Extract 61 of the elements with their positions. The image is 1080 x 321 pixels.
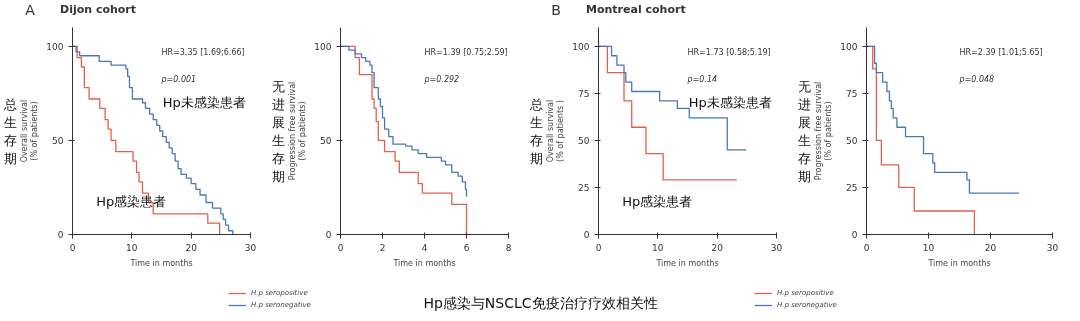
x-tick-label: 4	[421, 242, 428, 253]
x-tick-label: 2	[379, 242, 386, 253]
annotation: p=0.001	[160, 74, 197, 84]
y-tick-label: 50	[578, 135, 590, 146]
y-tick-label: 25	[578, 182, 590, 193]
y-tick-label: 0	[57, 230, 64, 240]
chart-title: Dijon cohort	[60, 2, 137, 18]
x-tick-label: 8	[505, 242, 512, 253]
text: 无进展生存期	[271, 78, 285, 184]
y-axis-title: Progression free survival (% of patients)	[813, 81, 834, 181]
x-axis-title: Time in months	[392, 258, 456, 268]
x-tick-label: 10	[126, 242, 138, 253]
y-tick-label: 50	[320, 135, 332, 146]
y-tick-label: 100	[840, 41, 858, 52]
annotation: p=0.14	[686, 74, 718, 84]
x-tick-label: 6	[463, 242, 470, 253]
x-tick-label: 20	[185, 242, 198, 253]
y-tick-label: 100	[46, 41, 64, 52]
y-axis-title: Overall survival (% of patients )	[545, 99, 566, 163]
x-tick-label: 0	[69, 242, 76, 253]
y-tick-label: 0	[325, 230, 332, 240]
annotation: Hp未感染患者	[162, 94, 246, 110]
y-tick-label: 75	[578, 88, 590, 99]
text: 无进展生存期	[797, 78, 811, 184]
y-tick-label: 100	[314, 41, 332, 52]
x-axis-title: Time in months	[129, 258, 193, 268]
chart-title: Montreal cohort	[586, 2, 686, 18]
annotation: HR=1.39 [0.75;2.59]	[424, 47, 508, 57]
y-tick-label: 50	[52, 135, 64, 146]
x-tick-label: 10	[922, 242, 935, 253]
annotation: HR=2.39 [1.01;5.65]	[959, 47, 1043, 57]
y-tick-label: 50	[846, 135, 858, 146]
text: A	[25, 1, 35, 20]
y-axis-title: Progression free survival (% of patients)	[287, 81, 308, 181]
y-tick-label: 25	[846, 182, 858, 193]
y-tick-label: 0	[583, 230, 590, 240]
annotation: Hp未感染患者	[688, 94, 772, 110]
x-tick-label: 10	[652, 242, 664, 253]
y-tick-label: 0	[851, 230, 858, 240]
text: B	[551, 1, 561, 20]
x-tick-label: 20	[711, 242, 724, 253]
x-tick-label: 30	[244, 242, 257, 253]
y-axis-title: Overall survival (% of patients)	[19, 99, 40, 163]
x-tick-label: 0	[863, 242, 870, 253]
text: 总生存期	[2, 96, 17, 166]
y-tick-label: 75	[846, 88, 858, 99]
x-tick-label: 20	[984, 242, 997, 253]
x-tick-label: 0	[337, 242, 344, 253]
x-tick-label: 30	[770, 242, 783, 253]
annotation: HR=3.35 [1.69;6.66]	[161, 47, 245, 57]
annotation: Hp感染患者	[622, 193, 693, 209]
annotation: HR=1.73 [0.58;5.19]	[687, 47, 771, 57]
x-axis-title: Time in months	[927, 258, 991, 268]
text: Hp感染与NSCLC免疫治疗疗效相关性	[423, 294, 658, 311]
annotation: p=0.292	[423, 74, 460, 84]
y-tick-label: 100	[572, 41, 590, 52]
text: 总生存期	[528, 96, 543, 166]
x-tick-label: 30	[1046, 242, 1059, 253]
annotation: p=0.048	[958, 74, 995, 84]
x-axis-title: Time in months	[655, 258, 719, 268]
x-tick-label: 0	[595, 242, 602, 253]
